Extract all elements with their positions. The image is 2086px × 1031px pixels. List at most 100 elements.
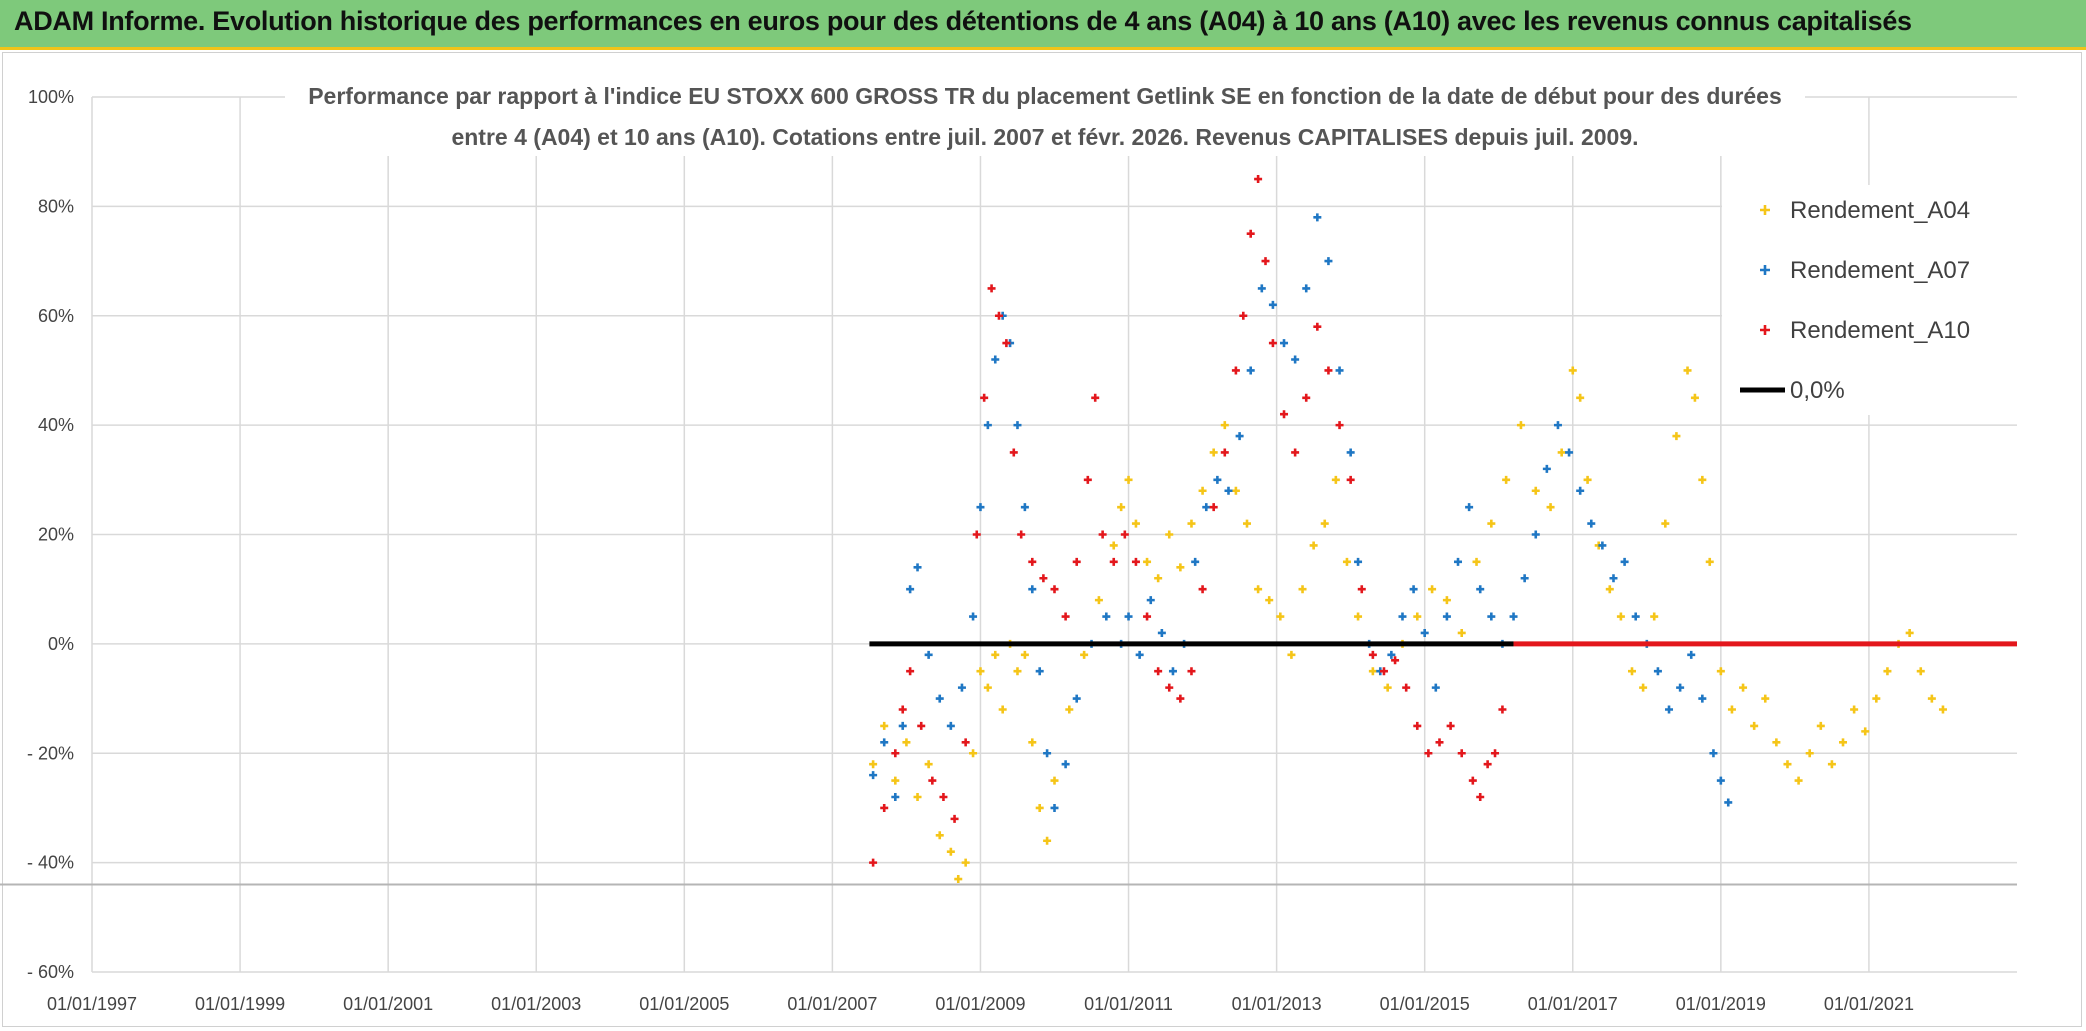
- data-point: [1938, 705, 1947, 714]
- data-point: [1683, 366, 1692, 375]
- series-Rendement_A04: [869, 366, 1947, 884]
- data-point: [1498, 705, 1507, 714]
- chart-title-line-1: Performance par rapport à l'indice EU ST…: [308, 83, 1782, 109]
- data-point: [1135, 650, 1144, 659]
- data-point: [1705, 557, 1714, 566]
- data-point: [1246, 366, 1255, 375]
- data-point: [1805, 749, 1814, 758]
- data-point: [1383, 683, 1392, 692]
- x-tick-label: 01/01/2007: [787, 994, 877, 1014]
- legend-marker: [1760, 265, 1770, 275]
- data-point: [1553, 421, 1562, 430]
- x-axis-ticks: 01/01/1997 01/01/1999 01/01/2001 01/01/2003…: [47, 994, 1914, 1014]
- data-point: [1354, 557, 1363, 566]
- data-point: [1628, 667, 1636, 676]
- x-tick-label: 01/01/1997: [47, 994, 137, 1014]
- data-point: [1557, 448, 1566, 457]
- data-point: [1368, 667, 1377, 676]
- data-point: [1291, 355, 1300, 364]
- data-point: [1009, 448, 1018, 457]
- data-point: [1609, 574, 1618, 583]
- data-point: [1309, 541, 1318, 550]
- data-point: [1794, 776, 1803, 785]
- data-point: [1094, 596, 1103, 605]
- data-point: [924, 760, 933, 769]
- data-point: [891, 749, 900, 758]
- data-point: [1050, 803, 1059, 812]
- data-point: [1665, 705, 1674, 714]
- data-point: [1379, 667, 1388, 676]
- data-point: [1368, 650, 1377, 659]
- data-point: [1187, 519, 1196, 528]
- data-point: [1035, 803, 1044, 812]
- data-point: [1072, 694, 1081, 703]
- data-point: [869, 858, 878, 867]
- data-point: [1035, 667, 1044, 676]
- data-point: [1131, 519, 1140, 528]
- data-point: [1850, 705, 1859, 714]
- data-point: [1576, 393, 1585, 402]
- data-point: [1727, 705, 1736, 714]
- data-point: [1231, 366, 1240, 375]
- data-point: [1224, 486, 1233, 495]
- data-point: [1002, 339, 1011, 348]
- data-point: [1772, 738, 1781, 747]
- y-tick-label: - 40%: [27, 853, 74, 873]
- data-point: [1487, 519, 1496, 528]
- data-point: [917, 721, 926, 730]
- data-point: [869, 771, 878, 780]
- y-tick-label: - 20%: [27, 743, 74, 763]
- y-tick-label: 20%: [38, 525, 74, 545]
- data-point: [998, 705, 1007, 714]
- data-point: [983, 421, 992, 430]
- y-tick-label: - 60%: [27, 962, 74, 982]
- data-point: [1109, 557, 1118, 566]
- data-point: [991, 650, 1000, 659]
- data-point: [1124, 612, 1133, 621]
- legend-marker: [1760, 325, 1770, 335]
- x-tick-label: 01/01/1999: [195, 994, 285, 1014]
- data-point: [1687, 650, 1696, 659]
- data-point: [1587, 519, 1596, 528]
- data-point: [1065, 705, 1074, 714]
- data-point: [1209, 503, 1218, 512]
- data-point: [1198, 585, 1207, 594]
- data-point: [1661, 519, 1670, 528]
- data-point: [1143, 612, 1152, 621]
- legend: Rendement_A04 Rendement_A07 Rendement_A10 0…: [1722, 185, 2022, 415]
- data-point: [1861, 727, 1870, 736]
- data-point: [1354, 612, 1363, 621]
- data-point: [1243, 519, 1251, 528]
- data-point: [1454, 557, 1463, 566]
- data-point: [1650, 612, 1659, 621]
- legend-label: Rendement_A10: [1790, 317, 1970, 344]
- data-point: [1165, 530, 1174, 539]
- legend-background: [1722, 185, 2022, 415]
- data-point: [913, 563, 922, 572]
- data-point: [869, 760, 878, 769]
- legend-label: Rendement_A04: [1790, 197, 1970, 224]
- legend-marker: [1760, 205, 1770, 215]
- data-point: [1146, 596, 1155, 605]
- data-point: [1131, 557, 1140, 566]
- data-point: [1716, 776, 1725, 785]
- data-point: [961, 858, 970, 867]
- data-point: [976, 667, 985, 676]
- data-point: [980, 393, 989, 402]
- data-point: [1872, 694, 1881, 703]
- title-background: [285, 78, 1805, 156]
- data-point: [891, 793, 900, 801]
- data-point: [1176, 694, 1185, 703]
- data-point: [1483, 760, 1492, 769]
- data-point: [1639, 683, 1648, 692]
- y-axis-ticks: 100% 80% 60% 40% 20% 0% - 20% - 40% - 60%: [27, 87, 74, 982]
- data-point: [1542, 464, 1551, 473]
- data-point: [983, 683, 992, 692]
- y-tick-label: 80%: [38, 196, 74, 216]
- data-point: [1220, 448, 1229, 457]
- data-point: [1331, 475, 1340, 484]
- data-point: [1239, 311, 1248, 320]
- data-point: [1413, 612, 1422, 621]
- data-point: [1676, 683, 1685, 692]
- data-point: [976, 503, 985, 512]
